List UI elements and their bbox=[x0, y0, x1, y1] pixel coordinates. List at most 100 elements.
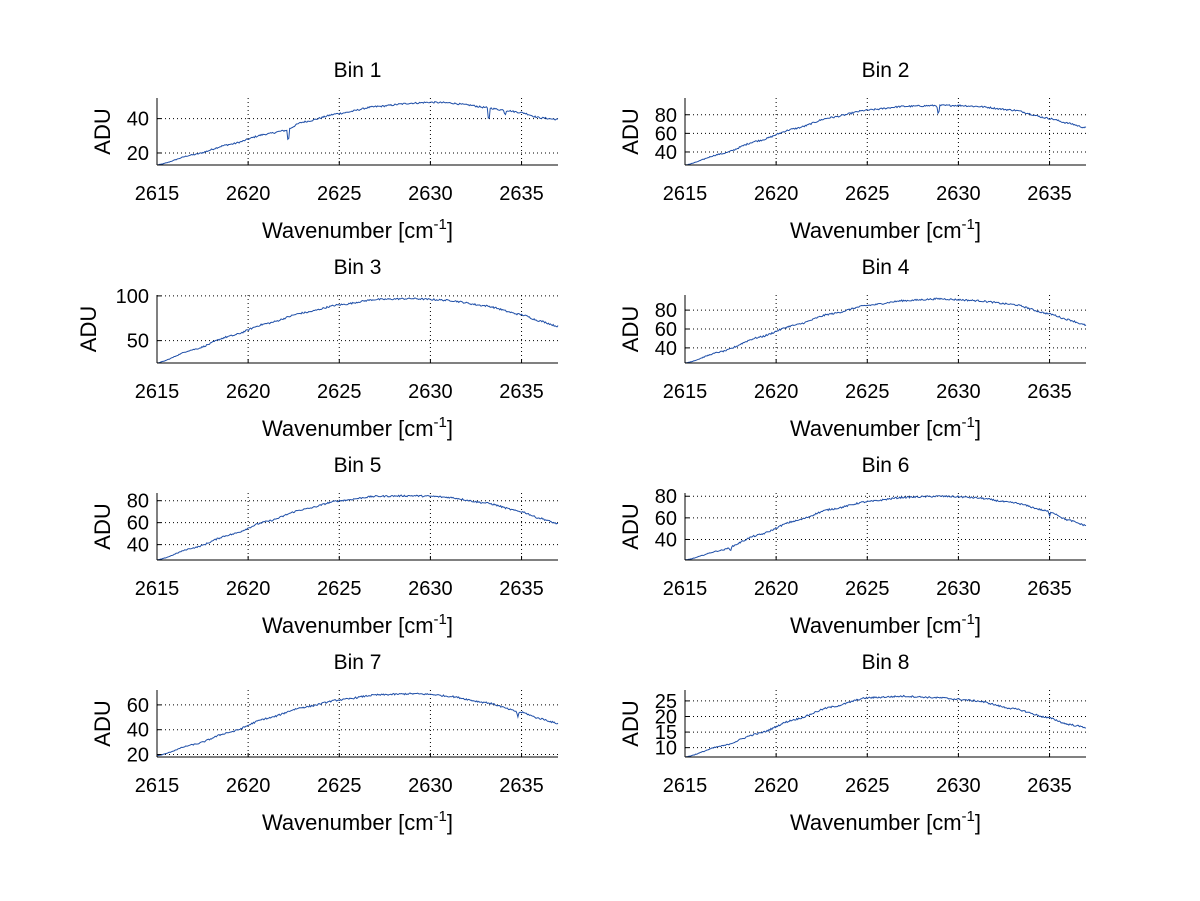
x-tick-label: 2630 bbox=[408, 775, 453, 797]
y-tick-label: 40 bbox=[127, 720, 149, 742]
x-tick-label: 2625 bbox=[845, 183, 890, 205]
y-tick-label: 40 bbox=[655, 142, 677, 164]
x-tick-label: 2630 bbox=[936, 381, 981, 403]
x-tick-label: 2615 bbox=[663, 775, 708, 797]
x-axis-label-end: ] bbox=[975, 613, 981, 638]
y-axis-label: ADU bbox=[76, 306, 101, 352]
x-tick-label: 2625 bbox=[317, 578, 362, 600]
data-line bbox=[684, 694, 1087, 758]
y-tick-label: 40 bbox=[127, 109, 149, 131]
chart-title: Bin 4 bbox=[862, 256, 910, 279]
x-axis-label-exponent: -1 bbox=[962, 216, 975, 233]
y-tick-label: 15 bbox=[655, 722, 677, 744]
x-tick-label: 2635 bbox=[1027, 381, 1072, 403]
x-axis-label: Wavenumber [cm-1] bbox=[790, 414, 981, 441]
y-tick-label: 40 bbox=[655, 529, 677, 551]
y-tick-label: 25 bbox=[655, 691, 677, 713]
chart-title: Bin 2 bbox=[862, 59, 910, 82]
y-axis-label: ADU bbox=[618, 700, 643, 746]
x-axis-label-exponent: -1 bbox=[962, 808, 975, 825]
y-tick-label: 80 bbox=[655, 486, 677, 508]
x-tick-label: 2630 bbox=[936, 578, 981, 600]
x-axis-label-end: ] bbox=[975, 416, 981, 441]
x-tick-label: 2635 bbox=[499, 381, 544, 403]
y-axis-label: ADU bbox=[90, 108, 115, 154]
y-tick-label: 20 bbox=[127, 143, 149, 165]
x-tick-label: 2620 bbox=[754, 183, 799, 205]
x-axis-label-exponent: -1 bbox=[434, 216, 447, 233]
x-tick-label: 2620 bbox=[226, 381, 271, 403]
x-tick-label: 2630 bbox=[408, 381, 453, 403]
data-line bbox=[156, 692, 559, 757]
x-tick-label: 2625 bbox=[317, 381, 362, 403]
data-line bbox=[685, 494, 1087, 561]
y-tick-label: 80 bbox=[127, 491, 149, 513]
y-tick-label: 40 bbox=[127, 535, 149, 557]
x-tick-label: 2630 bbox=[408, 183, 453, 205]
x-tick-label: 2635 bbox=[1027, 775, 1072, 797]
x-tick-label: 2615 bbox=[135, 775, 180, 797]
y-tick-label: 80 bbox=[655, 300, 677, 322]
x-tick-label: 2620 bbox=[754, 775, 799, 797]
x-tick-label: 2635 bbox=[499, 183, 544, 205]
x-tick-label: 2615 bbox=[135, 578, 180, 600]
y-tick-label: 60 bbox=[655, 319, 677, 341]
chart-title: Bin 5 bbox=[334, 454, 382, 477]
x-tick-label: 2615 bbox=[663, 183, 708, 205]
x-axis-label-main: Wavenumber [cm bbox=[790, 810, 962, 835]
x-axis-label: Wavenumber [cm-1] bbox=[790, 808, 981, 835]
y-axis-label: ADU bbox=[618, 108, 643, 154]
x-axis-label-end: ] bbox=[447, 218, 453, 243]
x-axis-label: Wavenumber [cm-1] bbox=[262, 808, 453, 835]
chart-title: Bin 6 bbox=[862, 454, 910, 477]
x-axis-label: Wavenumber [cm-1] bbox=[262, 414, 453, 441]
x-axis-label-end: ] bbox=[447, 613, 453, 638]
y-tick-label: 100 bbox=[116, 286, 149, 308]
x-axis-label-exponent: -1 bbox=[962, 414, 975, 431]
x-axis-label-main: Wavenumber [cm bbox=[790, 613, 962, 638]
data-line bbox=[157, 297, 559, 364]
x-tick-label: 2630 bbox=[936, 775, 981, 797]
y-axis-label: ADU bbox=[90, 700, 115, 746]
x-tick-label: 2625 bbox=[845, 578, 890, 600]
y-axis-label: ADU bbox=[90, 503, 115, 549]
x-tick-label: 2620 bbox=[754, 578, 799, 600]
x-axis-label: Wavenumber [cm-1] bbox=[262, 611, 453, 638]
chart-title: Bin 8 bbox=[862, 651, 910, 674]
x-tick-label: 2625 bbox=[317, 183, 362, 205]
panel-bin-1: 2615 2620 2625 2630 2635 20 40 Bin 1 Wavenumber … bbox=[90, 59, 559, 243]
x-axis-label-end: ] bbox=[975, 810, 981, 835]
y-tick-label: 80 bbox=[655, 105, 677, 127]
y-axis-label: ADU bbox=[618, 306, 643, 352]
x-tick-label: 2625 bbox=[317, 775, 362, 797]
x-tick-label: 2635 bbox=[499, 775, 544, 797]
panel-bin-7: 2615 2620 2625 2630 2635 20 40 60 Bin 7 Wavenumbe… bbox=[90, 651, 559, 835]
x-axis-label-main: Wavenumber [cm bbox=[790, 416, 962, 441]
x-axis-label-exponent: -1 bbox=[962, 611, 975, 628]
x-axis-label-exponent: -1 bbox=[434, 611, 447, 628]
y-tick-label: 60 bbox=[127, 513, 149, 535]
y-tick-label: 60 bbox=[655, 508, 677, 530]
x-tick-label: 2615 bbox=[135, 381, 180, 403]
x-tick-label: 2635 bbox=[499, 578, 544, 600]
x-tick-label: 2620 bbox=[754, 381, 799, 403]
x-tick-label: 2630 bbox=[408, 578, 453, 600]
chart-title: Bin 7 bbox=[334, 651, 382, 674]
x-tick-label: 2615 bbox=[663, 381, 708, 403]
x-tick-label: 2630 bbox=[936, 183, 981, 205]
y-tick-label: 20 bbox=[127, 745, 149, 767]
y-tick-label: 10 bbox=[655, 738, 677, 760]
x-tick-label: 2620 bbox=[226, 578, 271, 600]
x-axis-label-main: Wavenumber [cm bbox=[790, 218, 962, 243]
y-tick-label: 20 bbox=[655, 706, 677, 728]
x-axis-label-main: Wavenumber [cm bbox=[262, 613, 434, 638]
x-axis-label: Wavenumber [cm-1] bbox=[262, 216, 453, 243]
data-line bbox=[156, 494, 559, 561]
x-axis-label-main: Wavenumber [cm bbox=[262, 416, 434, 441]
data-line bbox=[684, 297, 1087, 364]
y-tick-label: 60 bbox=[127, 695, 149, 717]
